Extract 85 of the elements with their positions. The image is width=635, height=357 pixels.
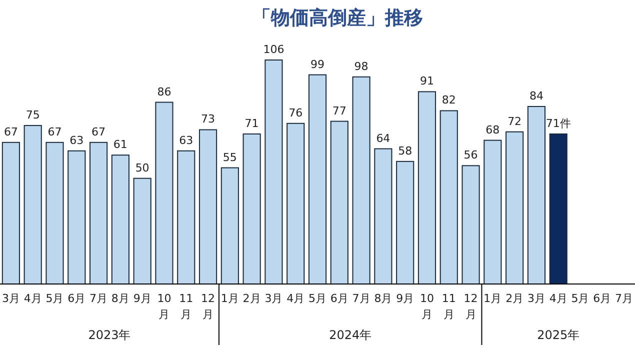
data-label: 67 <box>48 125 62 138</box>
bar <box>418 91 436 284</box>
x-tick-label: 6月 <box>593 292 612 305</box>
data-label: 58 <box>398 144 412 158</box>
x-tick-label: 12月 <box>201 292 216 321</box>
bar <box>549 133 568 284</box>
data-label: 72 <box>508 114 522 128</box>
data-label: 77 <box>332 104 346 118</box>
x-tick-label: 3月 <box>2 292 20 305</box>
data-label: 106 <box>263 43 284 56</box>
text: 2024年 <box>329 328 372 342</box>
data-label: 86 <box>157 85 172 98</box>
bar <box>220 167 239 284</box>
bar <box>527 106 546 284</box>
x-tick-label: 4月 <box>549 292 568 305</box>
data-label: 71 <box>244 116 259 130</box>
x-tick-label: 1月 <box>484 292 502 305</box>
data-label: 75 <box>26 108 40 122</box>
bar <box>330 120 348 284</box>
data-label: 91 <box>420 74 434 88</box>
bar <box>484 140 502 284</box>
bar <box>308 74 327 284</box>
x-tick-label: 6月 <box>330 292 348 305</box>
data-label: 56 <box>464 148 478 162</box>
bar <box>2 142 20 284</box>
bar <box>264 60 283 284</box>
data-label: 61 <box>113 138 128 152</box>
bar <box>440 110 458 284</box>
bar <box>68 150 86 284</box>
x-tick-label: 7月 <box>90 292 108 305</box>
bar <box>46 142 64 284</box>
data-label: 99 <box>310 58 324 71</box>
data-label: 71件 <box>546 116 571 130</box>
data-label: 63 <box>179 134 194 147</box>
x-tick-label: 2月 <box>242 292 261 305</box>
chart-title: 「物価高倒産」推移 <box>252 7 423 29</box>
bar <box>374 148 392 284</box>
bar <box>111 154 130 284</box>
data-label: 50 <box>135 161 150 174</box>
text: 2023年 <box>88 328 131 342</box>
x-tick-label: 5月 <box>308 292 326 305</box>
data-label: 82 <box>442 94 456 107</box>
x-tick-label: 8月 <box>374 292 392 305</box>
x-tick-label: 10月 <box>420 292 434 321</box>
x-tick-label: 8月 <box>111 292 130 305</box>
data-label: 76 <box>288 106 303 120</box>
bar <box>242 133 261 284</box>
bar <box>24 125 42 284</box>
x-tick-label: 9月 <box>396 292 414 305</box>
text: 2025年 <box>537 328 580 342</box>
bar <box>177 150 196 284</box>
x-tick-label: 6月 <box>68 292 86 305</box>
x-tick-label: 10月 <box>157 292 172 321</box>
x-tick-label: 3月 <box>264 292 283 305</box>
bar <box>462 165 480 284</box>
data-label: 67 <box>92 125 106 138</box>
bar <box>89 142 108 284</box>
bar <box>352 76 370 284</box>
bar <box>133 178 152 284</box>
x-tick-label: 2月 <box>506 292 524 305</box>
data-label: 98 <box>354 60 368 73</box>
data-label: 55 <box>222 150 237 164</box>
data-label: 67 <box>4 125 18 138</box>
x-tick-label: 4月 <box>286 292 305 305</box>
x-tick-label: 5月 <box>46 292 64 305</box>
data-label: 73 <box>201 112 216 126</box>
x-tick-label: 11月 <box>442 292 456 321</box>
x-tick-label: 7月 <box>352 292 370 305</box>
x-tick-label: 3月 <box>527 292 546 305</box>
data-label: 63 <box>70 134 84 147</box>
data-label: 84 <box>529 89 544 102</box>
x-tick-label: 9月 <box>133 292 152 305</box>
bar <box>155 102 174 284</box>
x-tick-label: 1月 <box>220 292 239 305</box>
x-tick-label: 11月 <box>179 292 194 321</box>
x-tick-label: 5月 <box>571 292 590 305</box>
data-label: 64 <box>376 132 390 145</box>
data-label: 68 <box>486 123 500 136</box>
x-tick-label: 12月 <box>464 292 478 321</box>
x-tick-label: 4月 <box>24 292 42 305</box>
bar <box>198 129 218 284</box>
bar <box>286 122 305 284</box>
bar <box>506 131 524 284</box>
bar <box>396 160 414 284</box>
x-tick-label: 7月 <box>615 292 634 305</box>
